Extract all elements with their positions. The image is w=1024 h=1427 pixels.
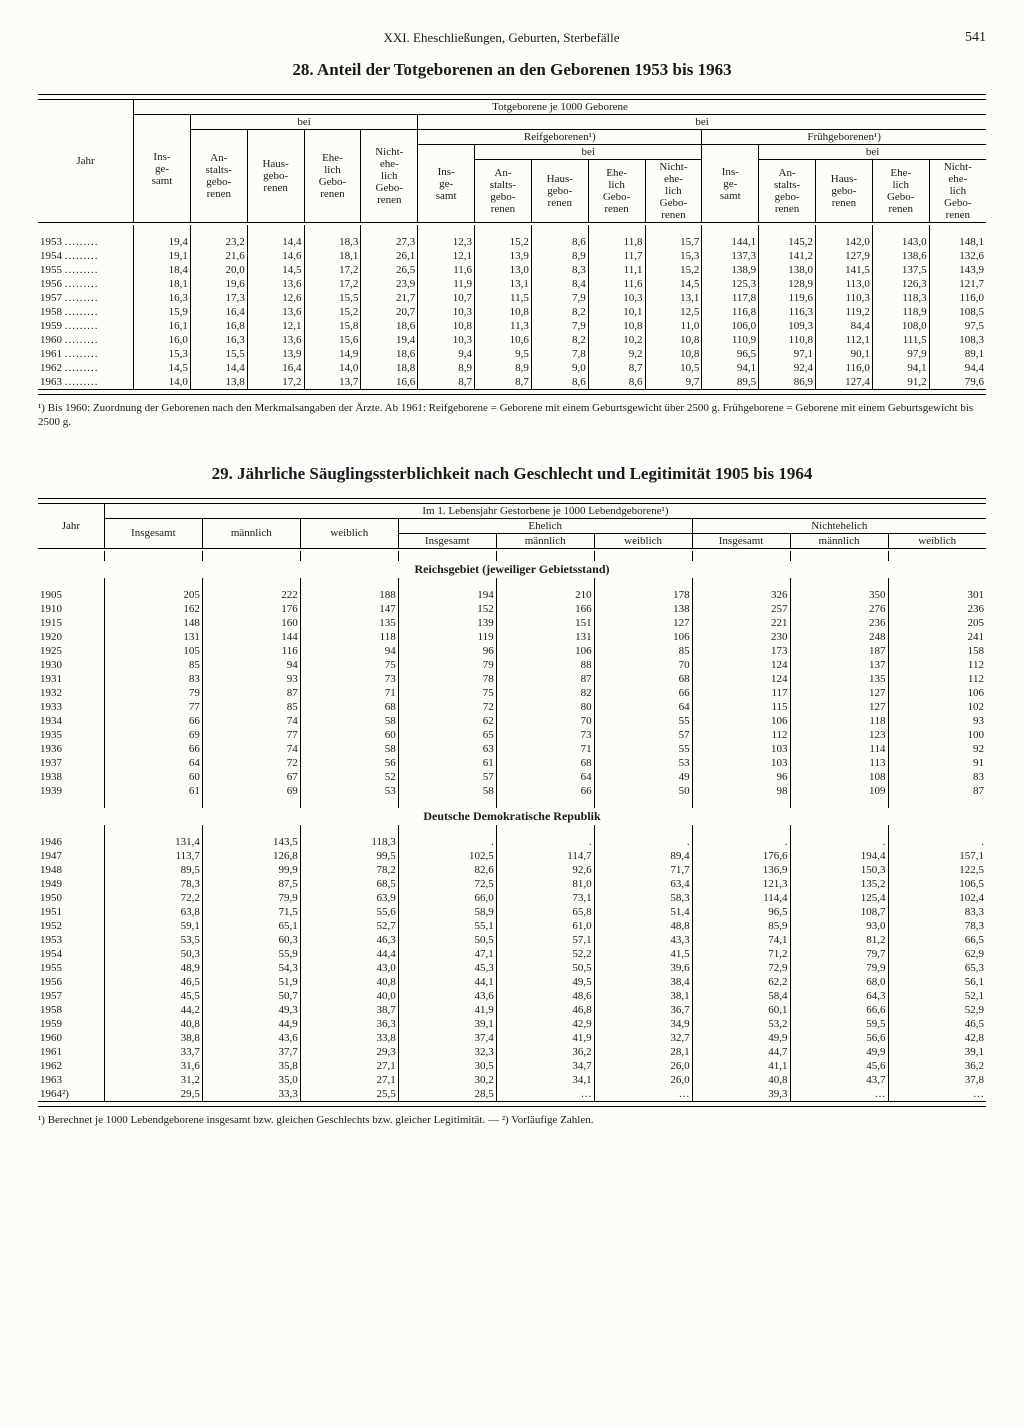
- page-header: XXI. Eheschließungen, Geburten, Sterbefä…: [38, 30, 986, 46]
- table-29-body: Reichsgebiet (jeweiliger Gebietsstand) 19…: [38, 551, 986, 1101]
- table-row: 195745,550,740,043,648,638,158,464,352,1: [38, 989, 986, 1003]
- table-29-head: Jahr Im 1. Lebensjahr Gestorbene je 1000…: [38, 504, 986, 551]
- superhead: Im 1. Lebensjahr Gestorbene je 1000 Lebe…: [104, 504, 986, 519]
- table-29: Jahr Im 1. Lebensjahr Gestorbene je 1000…: [38, 504, 986, 1101]
- table-row: 193666745863715510311492: [38, 742, 986, 756]
- table-row: 196331,235,027,130,234,126,040,843,737,8: [38, 1073, 986, 1087]
- table-row: 193466745862705510611893: [38, 714, 986, 728]
- col-jahr: Jahr: [38, 504, 104, 549]
- table-29-footnote: ¹) Berechnet je 1000 Lebendgeborene insg…: [38, 1113, 986, 1127]
- col-frueh-haus: Haus-gebo-renen: [816, 160, 873, 223]
- head-reif: Reifgeborenen¹): [418, 130, 702, 145]
- table-row: 1963 .........14,013,817,213,716,68,78,7…: [38, 375, 986, 389]
- col-reif-anstalt: An-stalts-gebo-renen: [475, 160, 532, 223]
- table-row: 194889,599,978,282,692,671,7136,9150,312…: [38, 863, 986, 877]
- head-bei-1: bei: [190, 115, 417, 130]
- col-jahr: Jahr: [38, 100, 134, 223]
- col-ehe-w: weiblich: [594, 533, 692, 548]
- col-frueh-anstalt: An-stalts-gebo-renen: [759, 160, 816, 223]
- page-number: 541: [965, 30, 986, 46]
- col-nichtehe: Nicht-ehe-lichGebo-renen: [361, 130, 418, 223]
- table-row: 1956 .........18,119,613,617,223,911,913…: [38, 277, 986, 291]
- table-row: 1915148160135139151127221236205: [38, 616, 986, 630]
- head-bei-3: bei: [475, 145, 702, 160]
- table-row: 1932798771758266117127106: [38, 686, 986, 700]
- table-28-footnote: ¹) Bis 1960: Zuordnung der Geborenen nac…: [38, 401, 986, 430]
- table-row: 195646,551,940,844,149,538,462,268,056,1: [38, 975, 986, 989]
- col-reif-haus: Haus-gebo-renen: [531, 160, 588, 223]
- head-bei-2: bei: [418, 115, 986, 130]
- table-row: 194978,387,568,572,581,063,4121,3135,210…: [38, 877, 986, 891]
- table-row: 196038,843,633,837,441,932,749,956,642,8: [38, 1031, 986, 1045]
- table-row: 1962 .........14,514,416,414,018,88,98,9…: [38, 361, 986, 375]
- table-row: 1958 .........15,916,413,615,220,710,310…: [38, 305, 986, 319]
- table-row: 1946131,4143,5118,3......: [38, 835, 986, 849]
- superhead: Totgeborene je 1000 Geborene: [134, 100, 986, 115]
- head-nichtehe: Nichtehelich: [692, 518, 986, 533]
- table-row: 1931839373788768124135112: [38, 672, 986, 686]
- col-frueh-ins: Ins-ge-samt: [702, 145, 759, 223]
- table-row: 196133,737,729,332,336,228,144,749,939,1: [38, 1045, 986, 1059]
- head-frueh: Frühgeborenen¹): [702, 130, 986, 145]
- col-reif-ehe: Ehe-lichGebo-renen: [588, 160, 645, 223]
- col-reif-ins: Ins-ge-samt: [418, 145, 475, 223]
- table-28-body: 1953 .........19,423,214,418,327,312,315…: [38, 225, 986, 389]
- col-w: weiblich: [300, 518, 398, 548]
- table-row: 195259,165,152,755,161,048,885,993,078,3: [38, 919, 986, 933]
- table-row: 1961 .........15,315,513,914,918,69,49,5…: [38, 347, 986, 361]
- table-row: 193764725661685310311391: [38, 756, 986, 770]
- col-insgesamt: Ins-ge-samt: [134, 115, 191, 223]
- table-row: 195072,279,963,966,073,158,3114,4125,410…: [38, 891, 986, 905]
- table-row: 195353,560,346,350,557,143,374,181,266,5: [38, 933, 986, 947]
- table-row: 195844,249,338,741,946,836,760,166,652,9: [38, 1003, 986, 1017]
- table-row: 1959 .........16,116,812,115,818,610,811…: [38, 319, 986, 333]
- col-haus: Haus-gebo-renen: [247, 130, 304, 223]
- table-row: 196231,635,827,130,534,726,041,145,636,2: [38, 1059, 986, 1073]
- table-row: 1933778568728064115127102: [38, 700, 986, 714]
- col-m: männlich: [202, 518, 300, 548]
- table-row: 1947113,7126,899,5102,5114,789,4176,6194…: [38, 849, 986, 863]
- head-ehelich: Ehelich: [398, 518, 692, 533]
- col-ne-w: weiblich: [888, 533, 986, 548]
- table-29-title: 29. Jährliche Säuglingssterblichkeit nac…: [38, 464, 986, 484]
- col-ins: Insgesamt: [104, 518, 202, 548]
- head-bei-4: bei: [759, 145, 986, 160]
- col-ne-ins: Insgesamt: [692, 533, 790, 548]
- table-row: 1964²)29,533,325,528,5……39,3……: [38, 1087, 986, 1101]
- table-row: 195548,954,343,045,350,539,672,979,965,3: [38, 961, 986, 975]
- col-ne-m: männlich: [790, 533, 888, 548]
- table-row: 1925105116949610685173187158: [38, 644, 986, 658]
- table-row: 195450,355,944,447,152,241,571,279,762,9: [38, 947, 986, 961]
- table-row: 1935697760657357112123100: [38, 728, 986, 742]
- col-ehe-m: männlich: [496, 533, 594, 548]
- table-row: 1905205222188194210178326350301: [38, 588, 986, 602]
- table-row: 1910162176147152166138257276236: [38, 602, 986, 616]
- table-row: 19386067525764499610883: [38, 770, 986, 784]
- table-row: 1955 .........18,420,014,517,226,511,613…: [38, 263, 986, 277]
- chapter-title: XXI. Eheschließungen, Geburten, Sterbefä…: [38, 30, 965, 46]
- table-28-title: 28. Anteil der Totgeborenen an den Gebor…: [38, 60, 986, 80]
- table-row: 1957 .........16,317,312,615,521,710,711…: [38, 291, 986, 305]
- table-row: 195940,844,936,339,142,934,953,259,546,5: [38, 1017, 986, 1031]
- table-row: 1930859475798870124137112: [38, 658, 986, 672]
- col-anstalt: An-stalts-gebo-renen: [190, 130, 247, 223]
- col-ehe-ins: Insgesamt: [398, 533, 496, 548]
- table-row: 195163,871,555,658,965,851,496,5108,783,…: [38, 905, 986, 919]
- section-label: Reichsgebiet (jeweiliger Gebietsstand): [38, 561, 986, 578]
- col-reif-nichtehe: Nicht-ehe-lichGebo-renen: [645, 160, 702, 223]
- table-row: 1920131144118119131106230248241: [38, 630, 986, 644]
- table-row: 1953 .........19,423,214,418,327,312,315…: [38, 235, 986, 249]
- table-28: Jahr Totgeborene je 1000 Geborene Ins-ge…: [38, 100, 986, 389]
- table-row: 1960 .........16,016,313,615,619,410,310…: [38, 333, 986, 347]
- col-frueh-nichtehe: Nicht-ehe-lichGebo-renen: [929, 160, 986, 223]
- section-label: Deutsche Demokratische Republik: [38, 808, 986, 825]
- col-ehelich: Ehe-lichGebo-renen: [304, 130, 361, 223]
- col-frueh-ehe: Ehe-lichGebo-renen: [872, 160, 929, 223]
- table-row: 19396169535866509810987: [38, 784, 986, 798]
- table-28-head: Jahr Totgeborene je 1000 Geborene Ins-ge…: [38, 100, 986, 225]
- table-row: 1954 .........19,121,614,618,126,112,113…: [38, 249, 986, 263]
